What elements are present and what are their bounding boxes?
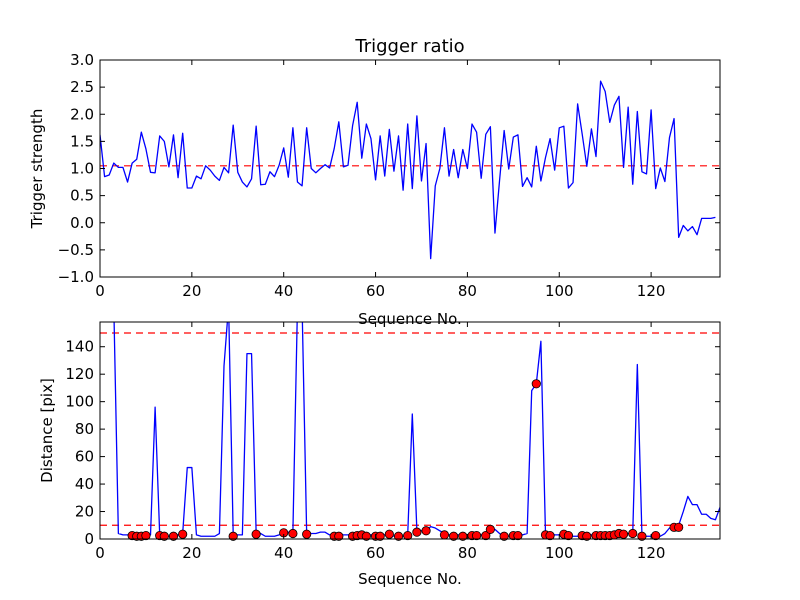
top-x-tick-label: 120 xyxy=(637,282,666,300)
top-chart-title: Trigger ratio xyxy=(354,36,464,57)
top-y-tick-label: 3.0 xyxy=(70,51,94,69)
bottom-y-tick-label: 40 xyxy=(75,475,94,493)
bottom-y-tick-label: 20 xyxy=(75,503,94,521)
top-series-line-0 xyxy=(100,80,716,260)
bottom-x-tick-label: 60 xyxy=(366,544,385,562)
bottom-marker-point xyxy=(288,528,298,539)
bottom-marker-point xyxy=(618,529,629,539)
bottom-marker-point xyxy=(637,531,647,541)
bottom-panel: 0 20 40 60 80 100 120 0 20 40 60 80 100 120 140 Seque… xyxy=(38,321,721,588)
top-x-tick-label: 80 xyxy=(458,282,477,300)
bottom-x-tick-label: 0 xyxy=(95,544,105,562)
top-y-axis-label: Trigger strength xyxy=(28,109,46,230)
top-y-tick-label: 2.0 xyxy=(70,105,94,123)
bottom-y-tick-label: 140 xyxy=(65,338,94,356)
bottom-x-tick-label: 100 xyxy=(545,544,574,562)
bottom-y-tick-label: 60 xyxy=(75,448,94,466)
bottom-marker-point xyxy=(449,531,459,541)
bottom-marker-point xyxy=(439,530,450,540)
bottom-x-tick-label: 40 xyxy=(274,544,293,562)
bottom-plot-frame xyxy=(99,321,721,540)
top-x-tick-label: 60 xyxy=(366,282,385,300)
bottom-marker-point xyxy=(141,530,151,541)
bottom-y-ticks: 0 20 40 60 80 100 120 140 xyxy=(65,338,720,548)
bottom-marker-point xyxy=(361,531,371,541)
bottom-x-tick-label: 80 xyxy=(458,544,477,562)
bottom-marker-point xyxy=(531,379,541,389)
bottom-marker-point xyxy=(228,531,238,541)
bottom-y-axis-label: Distance [pix] xyxy=(38,378,56,483)
top-series xyxy=(100,80,716,260)
bottom-marker-point xyxy=(582,531,592,541)
top-x-axis-label: Sequence No. xyxy=(358,310,462,328)
bottom-marker-point xyxy=(674,522,684,532)
top-y-ticks: −1.0 −0.5 0.0 0.5 1.0 1.5 2.0 2.5 3.0 xyxy=(58,51,720,286)
bottom-marker-point xyxy=(513,530,523,541)
top-y-tick-label: 1.5 xyxy=(70,132,94,150)
bottom-marker-point xyxy=(384,529,394,539)
bottom-marker-point xyxy=(178,529,188,539)
bottom-markers xyxy=(127,379,684,541)
bottom-marker-point xyxy=(393,531,404,541)
bottom-marker-point xyxy=(421,526,431,536)
top-x-tick-label: 0 xyxy=(95,282,105,300)
bottom-x-tick-label: 120 xyxy=(637,544,666,562)
bottom-y-tick-label: 0 xyxy=(84,530,94,548)
top-y-tick-label: 1.0 xyxy=(70,160,94,178)
top-y-tick-label: 0.0 xyxy=(70,214,94,232)
top-x-ticks: 0 20 40 60 80 100 120 xyxy=(95,60,665,300)
bottom-marker-point xyxy=(485,524,495,534)
bottom-x-ticks: 0 20 40 60 80 100 120 xyxy=(95,322,665,562)
top-y-tick-label: −0.5 xyxy=(58,241,94,259)
bottom-y-tick-label: 100 xyxy=(65,393,94,411)
top-x-tick-label: 100 xyxy=(545,282,574,300)
bottom-marker-point xyxy=(302,529,312,539)
bottom-y-tick-label: 120 xyxy=(65,365,94,383)
top-y-tick-label: 0.5 xyxy=(70,187,94,205)
bottom-marker-point xyxy=(471,530,482,541)
top-y-tick-label: −1.0 xyxy=(58,268,94,286)
top-x-tick-label: 20 xyxy=(182,282,201,300)
bottom-marker-point xyxy=(251,529,261,539)
bottom-marker-point xyxy=(412,527,422,537)
bottom-marker-point xyxy=(159,531,169,541)
top-plot-frame xyxy=(99,59,721,278)
bottom-x-axis-label: Sequence No. xyxy=(358,570,462,588)
bottom-marker-point xyxy=(403,530,413,541)
bottom-x-tick-label: 20 xyxy=(182,544,201,562)
top-y-tick-label: 2.5 xyxy=(70,78,94,96)
bottom-marker-point xyxy=(481,530,491,541)
bottom-marker-point xyxy=(334,531,344,541)
bottom-marker-point xyxy=(628,528,638,539)
top-panel: 0 20 40 60 80 100 120 −1.0 −0.5 0.0 0.5 1.0 1.5 2.0 2… xyxy=(28,36,721,328)
top-x-tick-label: 40 xyxy=(274,282,293,300)
bottom-marker-point xyxy=(168,531,179,541)
bottom-y-tick-label: 80 xyxy=(75,420,94,438)
bottom-marker-point xyxy=(563,530,574,541)
bottom-marker-point xyxy=(545,530,555,541)
bottom-reference-lines xyxy=(100,332,720,526)
bottom-marker-point xyxy=(499,531,509,541)
